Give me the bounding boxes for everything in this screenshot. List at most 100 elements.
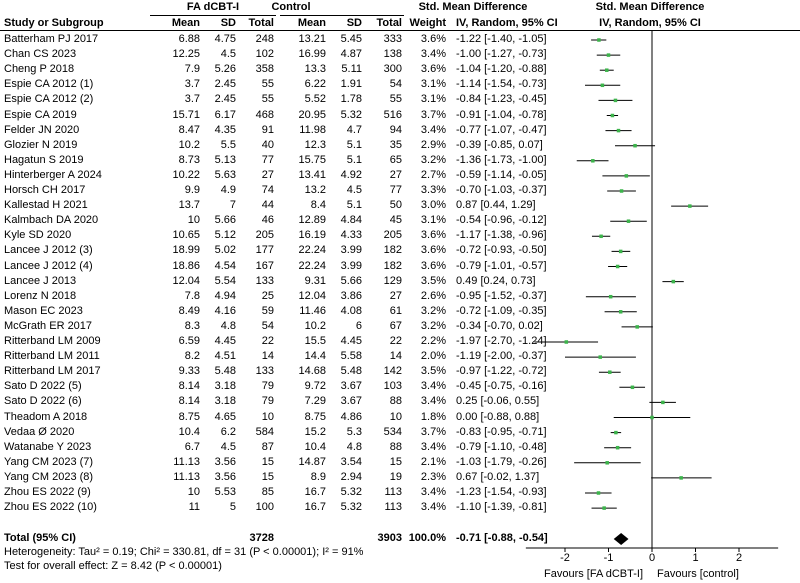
effect-marker	[688, 204, 692, 208]
weight-cell: 2.7%	[420, 168, 446, 181]
sd2-cell: 6	[355, 319, 362, 332]
sd2-cell: 5.32	[340, 486, 362, 498]
sd1-cell: 3.18	[214, 380, 236, 393]
mean1-cell: 10.2	[178, 138, 200, 151]
total2-cell: 27	[389, 168, 402, 181]
sd2-cell: 3.54	[340, 455, 362, 468]
weight-cell: 3.7%	[420, 425, 446, 438]
effect-title: Std. Mean Difference	[418, 1, 528, 13]
sd2-cell: 3.86	[340, 289, 362, 302]
mean2-cell: 16.7	[304, 486, 326, 498]
total2-cell: 138	[383, 48, 402, 61]
ci-cell: -0.70 [-1.03, -0.37]	[456, 184, 547, 196]
weight-cell: 3.7%	[420, 108, 446, 121]
total2-cell: 129	[383, 274, 402, 287]
mean1-cell: 6.7	[184, 440, 200, 453]
sd1-cell: 5.5	[220, 138, 236, 151]
study-name: Lancee J 2012 (4)	[4, 259, 93, 272]
total2-cell: 27	[389, 289, 402, 302]
total2-cell: 50	[389, 199, 402, 212]
mean1-cell: 18.99	[172, 244, 200, 257]
total1-cell: 468	[255, 108, 274, 121]
sd2-cell: 3.67	[340, 395, 362, 408]
total1-cell: 15	[261, 455, 274, 468]
favours-left-label: Favours [FA dCBT-I]	[544, 568, 644, 580]
total-n1: 3728	[249, 532, 274, 544]
mean2-cell: 14.68	[298, 365, 326, 378]
sd1-cell: 6.2	[220, 425, 236, 438]
mean1-cell: 8.2	[184, 350, 200, 363]
mean1-cell: 13.7	[178, 199, 200, 212]
mean1-cell: 8.47	[178, 123, 200, 136]
effect-marker	[633, 143, 637, 148]
total1-cell: 74	[261, 184, 274, 196]
total1-cell: 55	[261, 78, 274, 91]
weight-cell: 3.4%	[420, 395, 446, 408]
sd1-cell: 5.54	[214, 274, 236, 287]
sd1-cell: 6.17	[214, 108, 236, 121]
col-method: IV, Random, 95% CI	[456, 17, 558, 29]
effect-marker	[614, 430, 618, 435]
sd1-cell: 4.94	[214, 289, 236, 302]
sd1-cell: 4.16	[214, 304, 236, 317]
effect-marker	[635, 325, 639, 329]
mean2-cell: 14.87	[298, 455, 326, 468]
mean2-cell: 22.24	[298, 259, 326, 272]
total1-cell: 91	[261, 123, 274, 136]
mean1-cell: 8.49	[178, 304, 200, 317]
sd1-cell: 3.56	[214, 455, 236, 468]
sd2-cell: 4.45	[340, 335, 362, 347]
weight-cell: 3.3%	[420, 184, 446, 196]
sd2-cell: 5.32	[340, 501, 362, 514]
total2-cell: 182	[383, 244, 402, 257]
total1-cell: 87	[261, 440, 274, 453]
ci-cell: -0.72 [-0.93, -0.50]	[456, 244, 547, 257]
ci-cell: 0.67 [-0.02, 1.37]	[456, 470, 540, 483]
ci-cell: 0.49 [0.24, 0.73]	[456, 274, 536, 287]
group2-underline	[280, 15, 404, 16]
effect-marker	[671, 279, 676, 284]
effect-marker	[605, 68, 609, 72]
weight-cell: 1.8%	[420, 410, 446, 423]
total1-cell: 358	[255, 63, 274, 76]
sd1-cell: 4.8	[220, 319, 236, 332]
study-name: Lorenz N 2018	[4, 289, 77, 302]
mean1-cell: 11	[188, 501, 200, 514]
mean2-cell: 10.4	[304, 440, 326, 453]
mean1-cell: 3.7	[184, 78, 200, 91]
total1-cell: 54	[261, 319, 274, 332]
ci-cell: -0.72 [-1.09, -0.35]	[456, 304, 547, 317]
mean1-cell: 12.25	[172, 48, 200, 61]
sd2-cell: 5.1	[346, 153, 362, 166]
sd1-cell: 4.5	[220, 48, 236, 61]
mean1-cell: 3.7	[184, 93, 200, 106]
ci-cell: -0.34 [-0.70, 0.02]	[456, 319, 543, 332]
weight-cell: 3.5%	[420, 365, 446, 378]
weight-cell: 3.4%	[420, 486, 446, 498]
sd1-cell: 5.53	[214, 486, 236, 498]
total1-cell: 27	[261, 168, 274, 181]
mean1-cell: 9.9	[184, 184, 200, 196]
sd2-cell: 4.84	[340, 214, 362, 227]
total1-cell: 25	[261, 289, 274, 302]
weight-cell: 3.4%	[420, 123, 446, 136]
ci-cell: -1.97 [-2.70, -1.24]	[456, 335, 547, 347]
total1-cell: 102	[255, 48, 274, 61]
group2-header: Control	[271, 1, 311, 13]
ci-cell: -1.17 [-1.38, -0.96]	[456, 229, 547, 242]
sd1-cell: 4.9	[220, 184, 236, 196]
total2-cell: 88	[389, 440, 402, 453]
mean2-cell: 12.3	[304, 138, 326, 151]
weight-cell: 2.9%	[420, 138, 446, 151]
sd2-cell: 3.99	[340, 244, 362, 257]
mean1-cell: 11.13	[173, 455, 200, 468]
total1-cell: 85	[261, 486, 274, 498]
sd1-cell: 5.12	[214, 229, 236, 242]
study-name: Hinterberger A 2024	[4, 168, 102, 181]
mean2-cell: 15.2	[304, 425, 326, 438]
sd1-cell: 4.51	[214, 350, 236, 363]
mean1-cell: 10.4	[178, 425, 200, 438]
effect-marker	[615, 264, 620, 269]
mean1-cell: 10	[187, 214, 200, 227]
effect-marker	[630, 385, 635, 390]
